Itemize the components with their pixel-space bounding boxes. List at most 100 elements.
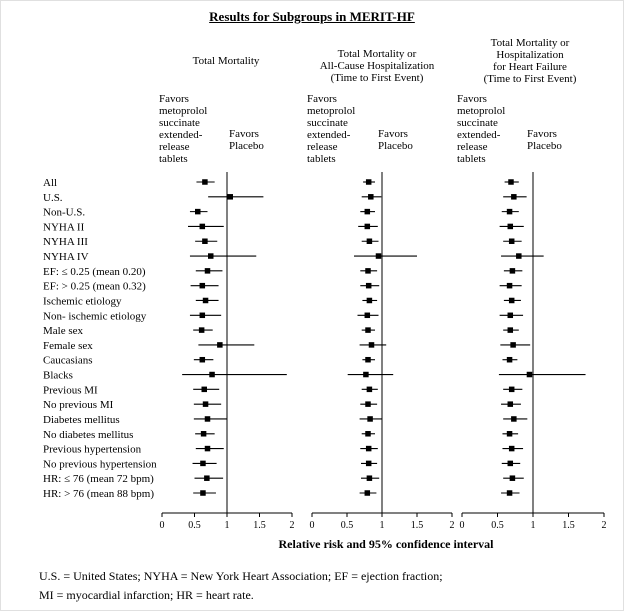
point-estimate-marker bbox=[508, 386, 515, 393]
point-estimate-marker bbox=[375, 253, 382, 259]
favors-treatment-label-panel3: Favors metoprolol succinate extended- re… bbox=[457, 93, 506, 165]
point-estimate-marker bbox=[365, 401, 371, 407]
subgroup-label: HR: ≤ 76 (mean 72 bpm) bbox=[43, 473, 154, 485]
point-estimate-marker bbox=[506, 282, 513, 289]
subgroup-label: No previous hypertension bbox=[43, 458, 157, 470]
point-estimate-marker bbox=[202, 238, 208, 244]
subgroup-label: U.S. bbox=[43, 192, 63, 204]
tick-label: 1 bbox=[380, 520, 385, 531]
point-estimate-marker bbox=[365, 445, 372, 452]
point-estimate-marker bbox=[199, 312, 206, 319]
point-estimate-marker bbox=[507, 223, 514, 230]
point-estimate-marker bbox=[363, 371, 369, 378]
point-estimate-marker bbox=[507, 460, 514, 467]
subgroup-label: Blacks bbox=[43, 370, 73, 382]
tick-label: 1 bbox=[531, 520, 536, 531]
subgroup-label: EF: ≤ 0.25 (mean 0.20) bbox=[43, 266, 146, 278]
point-estimate-marker bbox=[365, 268, 371, 274]
tick-label: 0.5 bbox=[188, 520, 201, 531]
tick-label: 0 bbox=[310, 520, 315, 531]
subgroup-label: NYHA IV bbox=[43, 251, 89, 263]
point-estimate-marker bbox=[200, 431, 207, 437]
subgroup-label: Non- ischemic etiology bbox=[43, 310, 147, 322]
subgroup-label: No diabetes mellitus bbox=[43, 429, 133, 441]
point-estimate-marker bbox=[204, 416, 211, 422]
point-estimate-marker bbox=[202, 297, 209, 304]
point-estimate-marker bbox=[204, 268, 211, 274]
point-estimate-marker bbox=[201, 386, 207, 393]
tick-label: 0 bbox=[460, 520, 465, 531]
point-estimate-marker bbox=[365, 282, 372, 289]
point-estimate-marker bbox=[198, 327, 205, 333]
subgroup-label: Previous hypertension bbox=[43, 444, 142, 456]
tick-label: 2 bbox=[450, 520, 455, 531]
point-estimate-marker bbox=[511, 416, 517, 422]
tick-label: 1 bbox=[225, 520, 230, 531]
point-estimate-marker bbox=[365, 356, 371, 363]
point-estimate-marker bbox=[365, 460, 372, 467]
point-estimate-marker bbox=[506, 431, 513, 437]
point-estimate-marker bbox=[209, 371, 215, 378]
point-estimate-marker bbox=[204, 475, 210, 481]
subgroup-label: Non-U.S. bbox=[43, 207, 85, 219]
point-estimate-marker bbox=[510, 342, 516, 348]
point-estimate-marker bbox=[508, 445, 515, 452]
point-estimate-marker bbox=[507, 312, 514, 319]
point-estimate-marker bbox=[364, 312, 371, 319]
subgroup-label: No previous MI bbox=[43, 399, 114, 411]
figure-title: Results for Subgroups in MERIT-HF bbox=[209, 9, 415, 24]
subgroup-label: HR: > 76 (mean 88 bpm) bbox=[43, 488, 154, 500]
point-estimate-marker bbox=[195, 208, 201, 215]
favors-treatment-label-panel1: Favors metoprolol succinate extended- re… bbox=[159, 93, 208, 165]
subgroup-label: Ischemic etiology bbox=[43, 295, 122, 307]
tick-label: 0 bbox=[160, 520, 165, 531]
point-estimate-marker bbox=[217, 342, 223, 348]
subgroup-label: NYHA III bbox=[43, 236, 88, 248]
point-estimate-marker bbox=[365, 327, 371, 333]
point-estimate-marker bbox=[507, 401, 514, 407]
point-estimate-marker bbox=[526, 371, 533, 378]
favors-placebo-label-panel1: Favors Placebo bbox=[229, 128, 264, 152]
point-estimate-marker bbox=[507, 327, 514, 333]
point-estimate-marker bbox=[200, 490, 206, 496]
point-estimate-marker bbox=[367, 416, 373, 422]
point-estimate-marker bbox=[516, 253, 522, 259]
subgroup-label: Female sex bbox=[43, 340, 93, 352]
point-estimate-marker bbox=[506, 356, 513, 363]
panel-header-mortality-or-hf-hospitalization: Total Mortality or Hospitalization for H… bbox=[483, 37, 577, 85]
subgroup-label: Diabetes mellitus bbox=[43, 414, 120, 426]
point-estimate-marker bbox=[366, 238, 373, 244]
point-estimate-marker bbox=[200, 460, 206, 467]
point-estimate-marker bbox=[366, 297, 373, 304]
subgroup-label: Previous MI bbox=[43, 384, 98, 396]
point-estimate-marker bbox=[364, 208, 371, 215]
point-estimate-marker bbox=[509, 475, 516, 481]
point-estimate-marker bbox=[366, 475, 373, 481]
point-estimate-marker bbox=[199, 356, 206, 363]
point-estimate-marker bbox=[506, 208, 513, 215]
point-estimate-marker bbox=[368, 194, 374, 200]
favors-placebo-label-panel3: Favors Placebo bbox=[527, 128, 562, 152]
tick-label: 0.5 bbox=[491, 520, 504, 531]
point-estimate-marker bbox=[364, 490, 371, 496]
point-estimate-marker bbox=[508, 238, 515, 244]
tick-label: 0.5 bbox=[341, 520, 354, 531]
favors-treatment-label-panel2: Favors metoprolol succinate extended- re… bbox=[307, 93, 356, 165]
subgroup-label: Caucasians bbox=[43, 355, 92, 367]
tick-label: 1.5 bbox=[562, 520, 575, 531]
point-estimate-marker bbox=[199, 223, 206, 230]
subgroup-label: EF: > 0.25 (mean 0.32) bbox=[43, 281, 146, 293]
point-estimate-marker bbox=[202, 179, 208, 185]
x-axis-title: Relative risk and 95% confidence interva… bbox=[278, 537, 494, 551]
abbreviation-footnote: U.S. = United States; NYHA = New York He… bbox=[39, 569, 443, 602]
panel-header-total-mortality: Total Mortality bbox=[192, 55, 260, 67]
point-estimate-marker bbox=[368, 342, 375, 348]
point-estimate-marker bbox=[508, 297, 515, 304]
point-estimate-marker bbox=[509, 268, 516, 274]
subgroup-label: Male sex bbox=[43, 325, 84, 337]
point-estimate-marker bbox=[364, 223, 371, 230]
tick-label: 1.5 bbox=[411, 520, 424, 531]
favors-placebo-label-panel2: Favors Placebo bbox=[378, 128, 413, 152]
